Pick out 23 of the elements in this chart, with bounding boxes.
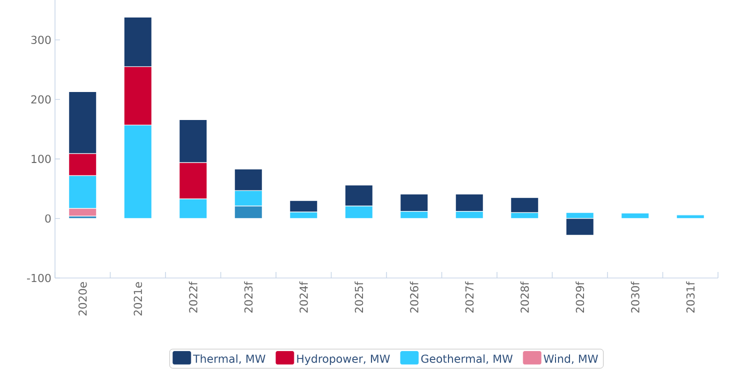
- y-tick-label: 100: [32, 154, 51, 164]
- x-tick-label: 2023f: [244, 281, 253, 313]
- x-tick-label: 2029f: [576, 281, 584, 313]
- x-tick-label: 2025f: [354, 281, 364, 313]
- legend-label: Wind, MW: [544, 354, 598, 364]
- bar: [621, 212, 650, 219]
- y-tick-label: 200: [31, 95, 51, 104]
- x-tick-label: 2030f: [630, 281, 640, 313]
- x-tick-label: 2021e: [134, 282, 142, 316]
- x-tick-label: 2031f: [686, 281, 695, 313]
- legend-label: Thermal, MW: [193, 354, 266, 364]
- x-tick-label: 2027f: [465, 281, 474, 313]
- y-tick-label: 0: [45, 214, 51, 223]
- bar: [676, 214, 704, 219]
- legend-label: Hydropower, MW: [297, 354, 390, 366]
- legend-label: Geothermal, MW: [421, 354, 513, 364]
- y-tick-label: -100: [27, 274, 51, 282]
- x-tick-label: 2020e: [78, 282, 87, 316]
- y-tick-label: 300: [31, 36, 51, 44]
- x-tick-label: 2022f: [188, 281, 198, 313]
- x-tick-label: 2024f: [299, 281, 308, 313]
- x-tick-label: 2026f: [410, 281, 418, 313]
- x-tick-label: 2028f: [520, 281, 529, 313]
